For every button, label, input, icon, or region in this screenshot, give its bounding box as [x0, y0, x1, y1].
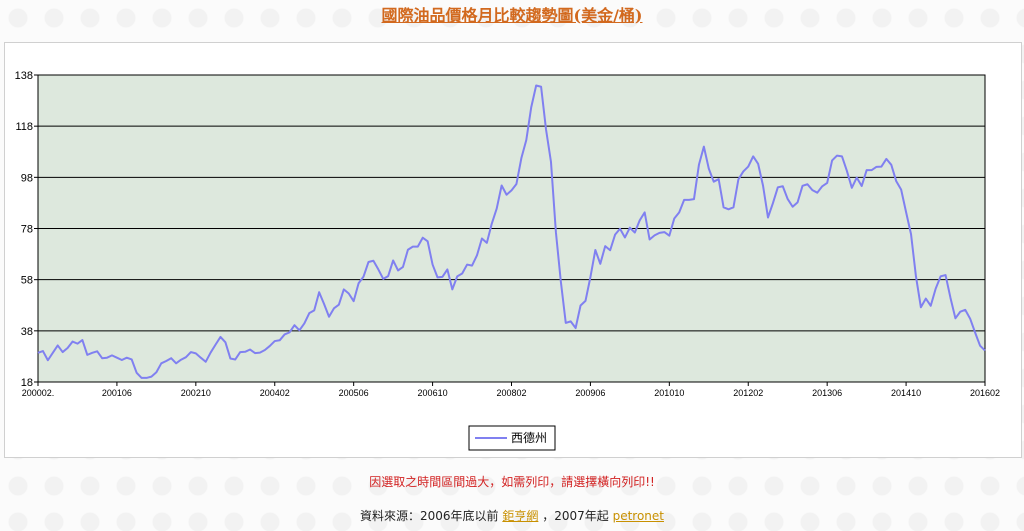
x-tick-label: 200402 — [260, 388, 290, 398]
source-link-cnyes[interactable]: 鉅亨網 — [502, 509, 539, 523]
x-tick-label: 200802 — [496, 388, 526, 398]
y-tick-label: 38 — [21, 326, 33, 338]
x-tick-label: 200906 — [575, 388, 605, 398]
y-tick-label: 18 — [21, 377, 33, 389]
x-tick-label: 200610 — [418, 388, 448, 398]
x-tick-label: 201202 — [733, 388, 763, 398]
x-tick-label: 201410 — [891, 388, 921, 398]
x-tick-label: 201602 — [970, 388, 1000, 398]
source-middle: ，2007年起 — [542, 509, 609, 523]
chart-frame: 18 38 58 78 98 118 138 200002. 200106 200210 20040… — [4, 42, 1022, 458]
data-source: 資料來源：2006年底以前 鉅亨網 ，2007年起 petronet — [0, 507, 1024, 524]
x-tick-label: 200002. — [22, 388, 55, 398]
y-tick-label: 98 — [21, 172, 33, 184]
x-tick-label: 200506 — [339, 388, 369, 398]
legend-label: 西德州 — [511, 430, 547, 445]
x-tick-label: 201010 — [654, 388, 684, 398]
source-prefix: 資料來源：2006年底以前 — [359, 509, 499, 523]
y-tick-label: 78 — [21, 224, 33, 236]
print-notice: 因選取之時間區間過大，如需列印，請選擇橫向列印!! — [369, 475, 655, 489]
x-tick-label: 200210 — [181, 388, 211, 398]
series-line-wti — [37, 84, 986, 379]
x-tick-label: 201306 — [812, 388, 842, 398]
chart-title: 國際油品價格月比較趨勢圖(美金/桶) — [381, 6, 643, 25]
line-chart: 18 38 58 78 98 118 138 200002. 200106 200210 20040… — [15, 70, 1000, 451]
y-tick-label: 118 — [15, 121, 33, 133]
y-tick-label: 138 — [15, 70, 33, 82]
source-link-petronet[interactable]: petronet — [612, 509, 664, 523]
x-tick-label: 200106 — [102, 388, 132, 398]
y-tick-label: 58 — [21, 275, 33, 287]
